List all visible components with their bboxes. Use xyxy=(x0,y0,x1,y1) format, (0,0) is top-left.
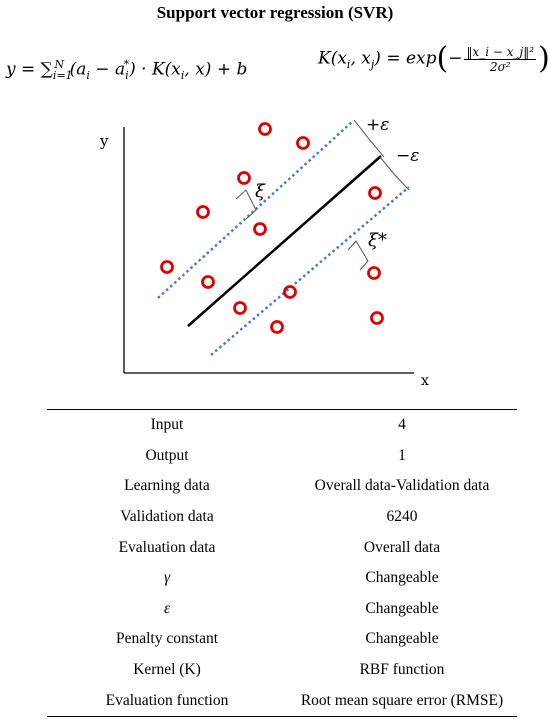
figure-title: Support vector regression (SVR) xyxy=(156,3,394,22)
regression-line xyxy=(187,155,382,327)
param-name: Evaluation function xyxy=(105,691,229,709)
kernel-denominator: 2σ² xyxy=(489,59,511,74)
y-axis-label: y xyxy=(99,132,109,150)
data-point xyxy=(370,311,384,325)
formula-star: * xyxy=(123,58,130,71)
kernel-sub-j: j xyxy=(370,57,375,71)
param-value: 1 xyxy=(398,446,406,464)
formula-star-sub: i xyxy=(125,69,129,83)
data-point xyxy=(296,136,310,150)
param-value: RBF function xyxy=(359,661,445,679)
kernel-sub-i: i xyxy=(346,57,351,71)
sum-upper: N xyxy=(54,58,65,71)
kernel-neg: − xyxy=(448,48,463,69)
data-point xyxy=(367,266,381,280)
data-point xyxy=(283,285,297,299)
data-point xyxy=(237,171,251,185)
kernel-lhs: K(x xyxy=(318,48,347,69)
param-value: 4 xyxy=(398,416,406,434)
upper-margin xyxy=(157,121,353,299)
data-point xyxy=(160,260,174,274)
param-name: Kernel (K) xyxy=(133,661,201,679)
param-name: Validation data xyxy=(120,508,214,526)
data-point xyxy=(196,205,210,219)
xi-star-label: ξ* xyxy=(368,230,387,251)
minus-eps-label: −ε xyxy=(396,146,419,166)
parameter-table-body: Input 4 Output 1 Learning data Overall data… xyxy=(47,410,517,717)
parameter-table: Input 4 Output 1 Learning data Overall data… xyxy=(47,409,517,717)
formula-rest: ) · K(x xyxy=(129,59,181,80)
param-value: Root mean square error (RMSE) xyxy=(300,691,504,709)
formula-term: (a xyxy=(69,59,87,80)
param-value: 6240 xyxy=(386,508,418,526)
data-point xyxy=(368,186,382,200)
sum-lower: i=1 xyxy=(52,69,73,83)
sum-symbol: ∑ xyxy=(40,59,53,80)
table-row: Output 1 xyxy=(47,441,517,472)
plus-eps-label: +ε xyxy=(366,115,389,135)
param-value: Overall data-Validation data xyxy=(314,477,490,495)
data-point xyxy=(270,320,284,334)
xi-label: ξ xyxy=(255,181,266,202)
formula-tail: , x) + b xyxy=(184,59,248,80)
param-value: Overall data xyxy=(363,538,441,556)
x-axis-label: x xyxy=(421,373,429,389)
table-row: Evaluation data Overall data xyxy=(47,532,517,563)
table-row: Kernel (K) RBF function xyxy=(47,655,517,686)
param-value: Changeable xyxy=(365,630,439,648)
table-row: Input 4 xyxy=(47,410,517,441)
svr-formula: y = ∑i=1N (ai − ai*) · K(xi, x) + b xyxy=(6,58,247,82)
minus-eps-bracket xyxy=(379,156,410,191)
svr-diagram: y x +ε −ε ξ ξ* xyxy=(99,115,429,389)
param-name: γ xyxy=(163,569,171,587)
xi-star-bracket xyxy=(347,240,369,271)
table-row: γ Changeable xyxy=(47,563,517,594)
formula-term-sub: i xyxy=(86,69,90,83)
data-point xyxy=(258,122,272,136)
param-name: Learning data xyxy=(124,477,210,495)
formula-rest-sub: i xyxy=(180,69,185,83)
formula-minus: − a xyxy=(89,59,126,80)
kernel-fraction: ‖x_i − x_j‖² 2σ² xyxy=(464,44,537,74)
table-row: Validation data 6240 xyxy=(47,502,517,533)
lower-margin xyxy=(210,186,410,356)
left-paren: ( xyxy=(436,41,449,76)
param-value: Changeable xyxy=(365,599,439,617)
xi-bracket xyxy=(235,189,257,220)
param-name: Input xyxy=(150,416,184,434)
table-row: ε Changeable xyxy=(47,594,517,625)
data-points xyxy=(160,122,384,334)
param-value: Changeable xyxy=(365,569,439,587)
formula-lhs: y xyxy=(6,59,16,80)
param-name: Penalty constant xyxy=(115,630,219,648)
table-row: Evaluation function Root mean square erro… xyxy=(47,685,517,716)
kernel-numerator: ‖x_i − x_j‖² xyxy=(464,44,537,60)
data-point xyxy=(253,222,267,236)
kernel-formula: K(xi, xj) = exp(− ‖x_i − x_j‖² 2σ²) xyxy=(318,44,550,74)
param-name: Evaluation data xyxy=(118,538,216,556)
table-row: Learning data Overall data-Validation dat… xyxy=(47,471,517,502)
table-row: Penalty constant Changeable xyxy=(47,624,517,655)
formula-eq: = xyxy=(21,59,36,80)
data-point xyxy=(233,301,247,315)
kernel-close: ) = exp xyxy=(374,48,437,69)
param-name: ε xyxy=(163,599,171,617)
right-paren: ) xyxy=(538,41,550,76)
plus-eps-bracket xyxy=(353,119,385,158)
kernel-mid: , x xyxy=(350,48,371,69)
data-point xyxy=(201,275,215,289)
param-name: Output xyxy=(145,446,189,464)
